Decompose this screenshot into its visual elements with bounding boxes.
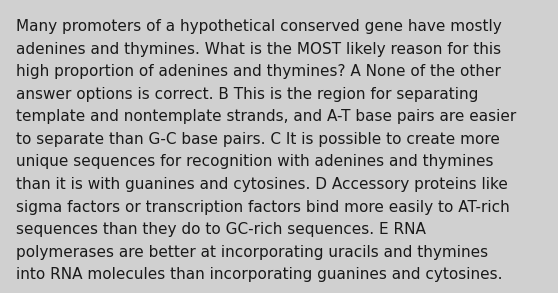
Text: polymerases are better at incorporating uracils and thymines: polymerases are better at incorporating … xyxy=(16,245,488,260)
Text: Many promoters of a hypothetical conserved gene have mostly: Many promoters of a hypothetical conserv… xyxy=(16,19,502,34)
Text: high proportion of adenines and thymines? A None of the other: high proportion of adenines and thymines… xyxy=(16,64,501,79)
Text: sigma factors or transcription factors bind more easily to AT-rich: sigma factors or transcription factors b… xyxy=(16,200,509,214)
Text: template and nontemplate strands, and A-T base pairs are easier: template and nontemplate strands, and A-… xyxy=(16,109,516,124)
Text: into RNA molecules than incorporating guanines and cytosines.: into RNA molecules than incorporating gu… xyxy=(16,267,502,282)
Text: to separate than G-C base pairs. C It is possible to create more: to separate than G-C base pairs. C It is… xyxy=(16,132,499,147)
Text: sequences than they do to GC-rich sequences. E RNA: sequences than they do to GC-rich sequen… xyxy=(16,222,426,237)
Text: than it is with guanines and cytosines. D Accessory proteins like: than it is with guanines and cytosines. … xyxy=(16,177,507,192)
Text: unique sequences for recognition with adenines and thymines: unique sequences for recognition with ad… xyxy=(16,154,493,169)
Text: adenines and thymines. What is the MOST likely reason for this: adenines and thymines. What is the MOST … xyxy=(16,42,501,57)
Text: answer options is correct. B This is the region for separating: answer options is correct. B This is the… xyxy=(16,87,478,102)
